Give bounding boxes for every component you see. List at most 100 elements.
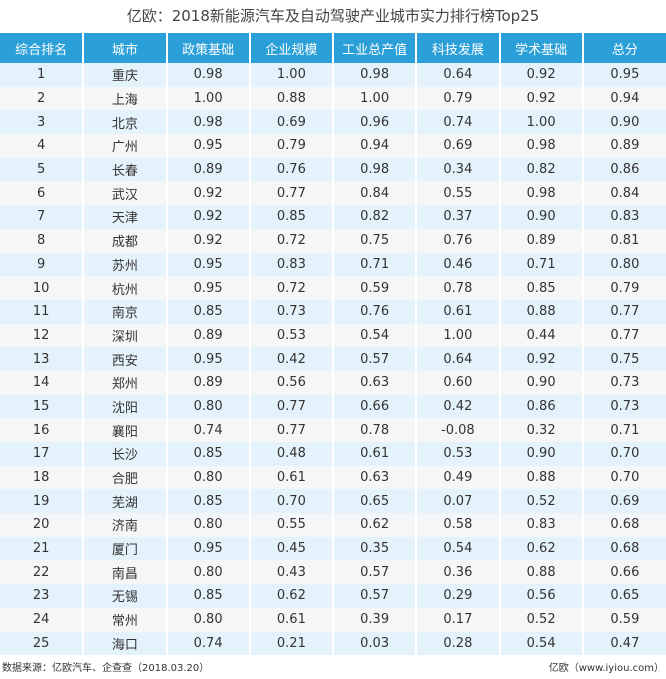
table-cell: 0.55 <box>415 181 500 206</box>
table-cell: 0.86 <box>581 157 666 182</box>
table-cell: 0.95 <box>165 536 250 561</box>
table-cell: 厦门 <box>82 536 167 561</box>
table-cell: 0.56 <box>498 584 583 608</box>
table-cell: 0.90 <box>498 205 583 229</box>
table-cell: 成都 <box>82 228 167 253</box>
table-row: 23 无锡 0.85 0.62 0.57 0.29 0.56 0.65 <box>0 584 666 608</box>
table-cell: 0.77 <box>248 181 333 206</box>
table-cell: 0.49 <box>415 465 500 490</box>
data-source: 数据来源：亿欧汽车、企查查（2018.03.20） <box>2 663 210 675</box>
table-cell: 0.62 <box>248 584 333 608</box>
table-cell: 0.42 <box>248 347 333 371</box>
table-cell: 0.72 <box>248 228 333 253</box>
table-cell: 沈阳 <box>82 394 167 419</box>
table-cell: 0.90 <box>498 442 583 466</box>
ranking-table: 综合排名 城市 政策基础 企业规模 工业总产值 科技发展 学术基础 总分 1 重庆 0.98 1.0… <box>0 33 666 656</box>
table-cell: 0.35 <box>331 536 417 561</box>
column-header: 学术基础 <box>498 33 583 63</box>
table-row: 10 杭州 0.95 0.72 0.59 0.78 0.85 0.79 <box>0 276 666 300</box>
table-cell: 0.90 <box>581 110 666 135</box>
table-row: 1 重庆 0.98 1.00 0.98 0.64 0.92 0.95 <box>0 63 666 87</box>
table-cell: -0.08 <box>415 418 500 442</box>
table-cell: 重庆 <box>82 63 167 87</box>
table-cell: 0.98 <box>165 63 250 87</box>
table-cell: 6 <box>0 181 84 206</box>
table-cell: 0.60 <box>415 370 500 395</box>
table-cell: 0.37 <box>415 205 500 229</box>
table-row: 2 上海 1.00 0.88 1.00 0.79 0.92 0.94 <box>0 86 666 111</box>
table-cell: 0.61 <box>331 442 417 466</box>
table-cell: 0.77 <box>248 394 333 419</box>
table-cell: 0.85 <box>498 276 583 300</box>
table-cell: 0.70 <box>581 465 666 490</box>
table-cell: 0.61 <box>415 299 500 324</box>
column-header: 科技发展 <box>415 33 500 63</box>
table-cell: 0.88 <box>498 560 583 585</box>
table-row: 5 长春 0.89 0.76 0.98 0.34 0.82 0.86 <box>0 157 666 182</box>
table-row: 9 苏州 0.95 0.83 0.71 0.46 0.71 0.80 <box>0 252 666 277</box>
table-cell: 襄阳 <box>82 418 167 442</box>
table-cell: 18 <box>0 465 84 490</box>
table-cell: 0.81 <box>581 228 666 253</box>
table-cell: 0.80 <box>165 560 250 585</box>
table-cell: 南京 <box>82 299 167 324</box>
table-cell: 0.92 <box>498 86 583 111</box>
table-cell: 0.28 <box>415 631 500 656</box>
table-cell: 0.58 <box>415 513 500 537</box>
credit: 亿欧（www.iyiou.com） <box>548 663 664 675</box>
table-cell: 0.85 <box>165 299 250 324</box>
table-cell: 0.80 <box>165 513 250 537</box>
table-cell: 0.54 <box>331 323 417 348</box>
table-cell: 0.75 <box>581 347 666 371</box>
table-cell: 0.53 <box>248 323 333 348</box>
table-cell: 济南 <box>82 513 167 537</box>
table-cell: 21 <box>0 536 84 561</box>
table-cell: 1.00 <box>415 323 500 348</box>
table-cell: 无锡 <box>82 584 167 608</box>
table-cell: 0.57 <box>331 347 417 371</box>
table-cell: 0.73 <box>248 299 333 324</box>
table-cell: 0.95 <box>165 276 250 300</box>
table-cell: 0.66 <box>581 560 666 585</box>
table-cell: 0.92 <box>165 205 250 229</box>
table-row: 7 天津 0.92 0.85 0.82 0.37 0.90 0.83 <box>0 205 666 229</box>
table-cell: 0.43 <box>248 560 333 585</box>
table-cell: 0.66 <box>331 394 417 419</box>
column-header: 总分 <box>581 33 666 63</box>
table-title: 亿欧：2018新能源汽车及自动驾驶产业城市实力排行榜Top25 <box>126 7 540 25</box>
table-cell: 0.73 <box>581 370 666 395</box>
table-cell: 杭州 <box>82 276 167 300</box>
table-cell: 0.69 <box>415 134 500 158</box>
table-row: 19 芜湖 0.85 0.70 0.65 0.07 0.52 0.69 <box>0 489 666 514</box>
table-cell: 0.74 <box>415 110 500 135</box>
table-cell: 0.69 <box>581 489 666 514</box>
table-cell: 0.90 <box>498 370 583 395</box>
table-cell: 0.95 <box>165 134 250 158</box>
table-cell: 0.80 <box>581 252 666 277</box>
table-cell: 0.65 <box>331 489 417 514</box>
table-row: 14 郑州 0.89 0.56 0.63 0.60 0.90 0.73 <box>0 370 666 395</box>
table-cell: 0.94 <box>331 134 417 158</box>
table-cell: 0.52 <box>498 607 583 632</box>
table-cell: 0.89 <box>165 323 250 348</box>
table-cell: 0.92 <box>498 347 583 371</box>
table-cell: 0.70 <box>248 489 333 514</box>
table-row: 15 沈阳 0.80 0.77 0.66 0.42 0.86 0.73 <box>0 394 666 419</box>
table-cell: 长沙 <box>82 442 167 466</box>
table-cell: 0.71 <box>498 252 583 277</box>
table-cell: 0.89 <box>165 370 250 395</box>
table-cell: 0.80 <box>165 465 250 490</box>
table-cell: 0.48 <box>248 442 333 466</box>
table-cell: 0.77 <box>581 299 666 324</box>
table-cell: 0.83 <box>581 205 666 229</box>
table-cell: 0.59 <box>581 607 666 632</box>
table-cell: 1.00 <box>248 63 333 87</box>
table-cell: 常州 <box>82 607 167 632</box>
table-cell: 1 <box>0 63 84 87</box>
table-cell: 0.47 <box>581 631 666 656</box>
table-cell: 0.62 <box>498 536 583 561</box>
table-cell: 0.86 <box>498 394 583 419</box>
table-cell: 0.98 <box>165 110 250 135</box>
table-cell: 0.79 <box>415 86 500 111</box>
table-cell: 4 <box>0 134 84 158</box>
